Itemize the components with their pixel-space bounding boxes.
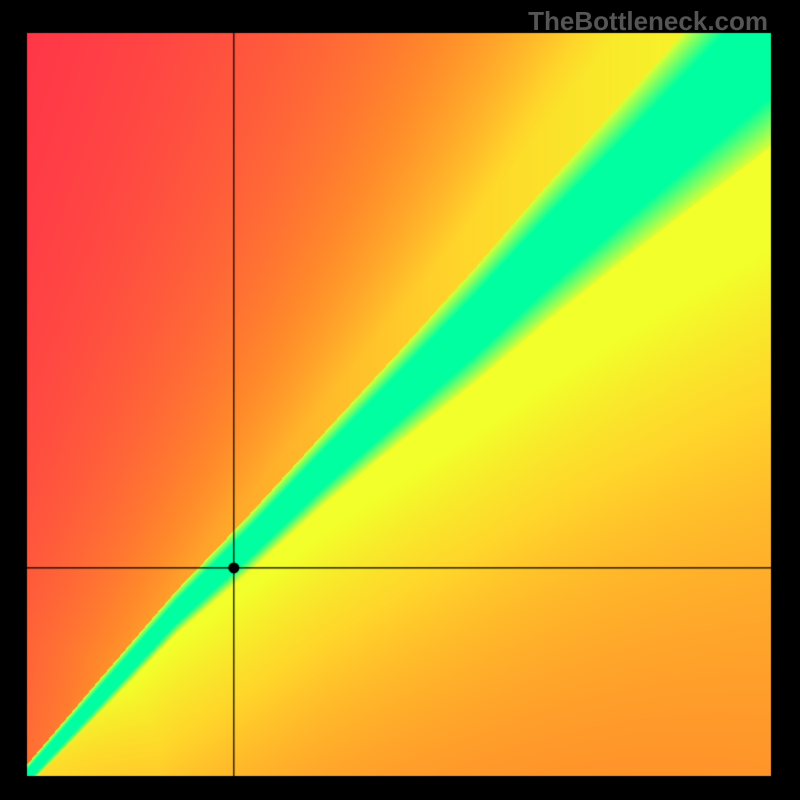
watermark-text: TheBottleneck.com (528, 6, 768, 37)
heatmap-canvas (0, 0, 800, 800)
